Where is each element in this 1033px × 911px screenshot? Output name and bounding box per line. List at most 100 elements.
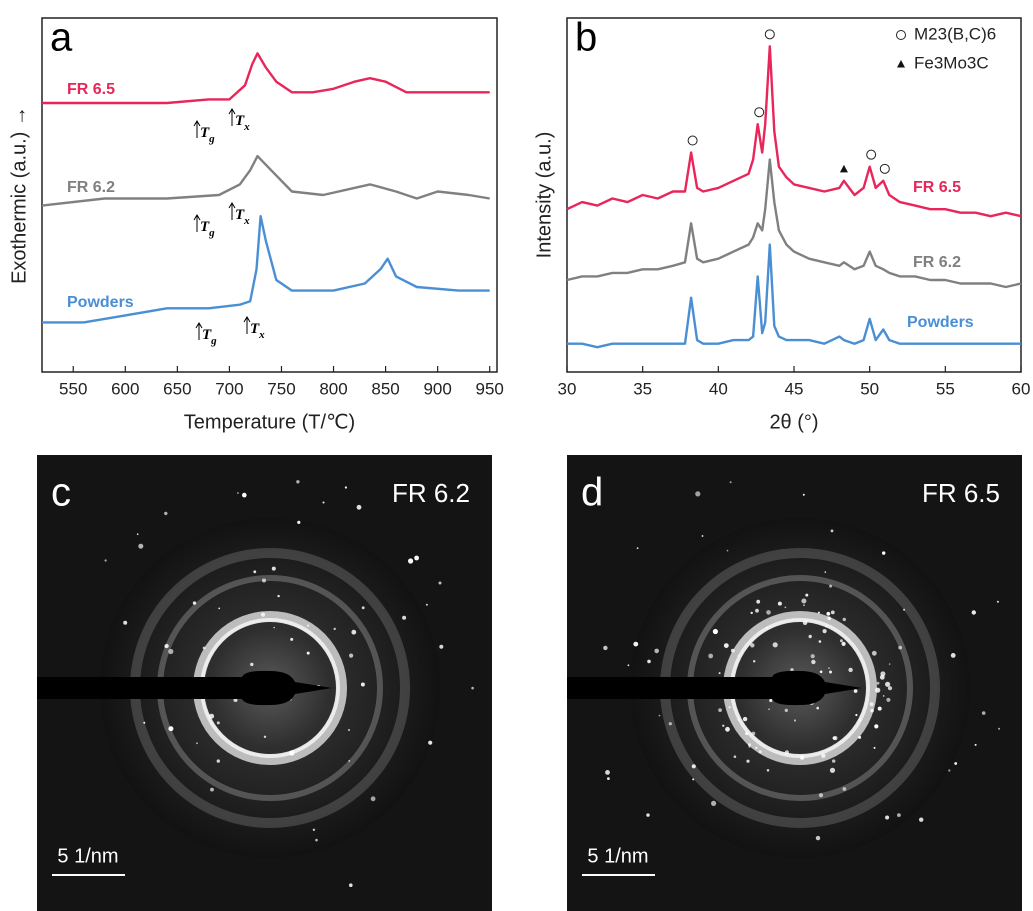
- diffraction-spot: [974, 743, 977, 746]
- x-tick-label: 40: [709, 379, 728, 398]
- y-axis-label: Intensity (a.u.): [533, 132, 555, 259]
- diffraction-spot: [306, 651, 310, 655]
- diffraction-spot: [748, 743, 751, 747]
- diffraction-spot: [828, 667, 830, 669]
- diffraction-spot: [202, 646, 206, 650]
- annotation-arrowhead: [193, 120, 201, 127]
- diffraction-spot: [833, 736, 838, 741]
- diffraction-spot: [725, 726, 730, 732]
- diffraction-spot: [425, 603, 428, 606]
- diffraction-spot: [250, 662, 254, 667]
- annotation-symbol: T: [202, 327, 212, 343]
- diffraction-spot: [322, 501, 325, 504]
- diffraction-spot: [768, 708, 770, 710]
- diffraction-spot: [349, 653, 354, 658]
- diffraction-spot: [777, 601, 782, 606]
- diffraction-spot: [753, 660, 756, 663]
- series-label: FR 6.5: [913, 179, 961, 196]
- diffraction-spot: [954, 762, 958, 765]
- diffraction-spot: [633, 641, 639, 647]
- diffraction-spot: [723, 643, 729, 648]
- diffraction-spot: [998, 727, 1001, 730]
- diffraction-spot: [803, 604, 805, 606]
- annotation-sub: g: [208, 227, 215, 239]
- annotation-sub: x: [258, 329, 265, 341]
- diffraction-spot: [996, 600, 999, 603]
- x-tick-label: 550: [59, 379, 87, 398]
- diffraction-spot: [848, 667, 853, 673]
- diffraction-spot: [695, 491, 701, 497]
- diffraction-spot: [839, 639, 843, 643]
- data-line: [42, 215, 490, 324]
- legend-label: M23(B,C)6: [914, 24, 996, 43]
- data-line: [567, 243, 1021, 349]
- panel-label: a: [50, 16, 73, 60]
- diffraction-spot: [104, 559, 107, 562]
- diffraction-spot: [885, 815, 890, 820]
- diffraction-spot: [668, 722, 672, 726]
- diffraction-spot: [347, 728, 351, 732]
- panel-label: b: [575, 16, 597, 60]
- diffraction-spot: [297, 520, 301, 525]
- peak-marker: [687, 135, 698, 146]
- diffraction-spot: [210, 787, 214, 792]
- diffraction-spot: [830, 610, 835, 615]
- x-tick-label: 35: [633, 379, 652, 398]
- annotation-arrowhead: [228, 108, 236, 115]
- diffraction-spot: [691, 764, 696, 769]
- diffraction-spot: [784, 606, 787, 609]
- diffraction-spot: [817, 611, 820, 614]
- diffraction-spot: [718, 672, 721, 675]
- x-axis-label: Temperature (T/℃): [184, 411, 355, 433]
- annotation-sub: x: [243, 215, 250, 227]
- diffraction-spot: [888, 663, 891, 665]
- peak-marker: [866, 149, 877, 160]
- annotation: Tx: [235, 113, 250, 132]
- diffraction-spot: [765, 626, 768, 629]
- diffraction-spot: [830, 529, 834, 533]
- peak-marker: [839, 164, 848, 173]
- diffraction-spot: [755, 608, 759, 613]
- diffraction-spot: [123, 620, 128, 625]
- diffraction-spot: [769, 698, 773, 703]
- diffraction-spot: [262, 578, 266, 583]
- annotation-arrowhead: [193, 214, 201, 221]
- diffraction-spot: [438, 581, 442, 585]
- diffraction-spot: [874, 724, 879, 729]
- diffraction-spot: [408, 558, 414, 564]
- diffraction-spot: [811, 659, 816, 665]
- series-label: FR 6.2: [913, 254, 961, 271]
- x-tick-label: 30: [558, 379, 577, 398]
- diffraction-spot: [711, 800, 717, 807]
- diffraction-spot: [654, 648, 659, 654]
- diffraction-spot: [253, 570, 257, 574]
- diffraction-spot: [784, 708, 788, 713]
- legend-label: Fe3Mo3C: [914, 53, 989, 72]
- diffraction-spot: [750, 643, 755, 648]
- annotation: Tx: [250, 321, 265, 340]
- diffraction-spot: [790, 668, 794, 672]
- diffraction-spot: [829, 767, 836, 773]
- diffraction-spot: [196, 742, 198, 745]
- peak-marker: [764, 29, 775, 40]
- plot-frame: [41, 17, 498, 373]
- diffraction-spot: [333, 627, 336, 631]
- diffraction-spot: [816, 706, 819, 710]
- diffraction-spot: [821, 753, 826, 758]
- data-line: [41, 154, 490, 207]
- diffraction-spot: [825, 625, 828, 628]
- diffraction-spot: [919, 817, 924, 822]
- diffraction-spot: [784, 750, 790, 755]
- diffraction-spot: [726, 549, 729, 552]
- diffraction-spot: [948, 769, 951, 772]
- diffraction-spot: [428, 740, 433, 745]
- diffraction-spot: [607, 777, 610, 780]
- x-axis-label: 2θ (°): [769, 411, 818, 433]
- diffraction-spot: [603, 645, 608, 651]
- x-tick-label: 600: [111, 379, 139, 398]
- series-label: FR 6.2: [67, 179, 115, 196]
- diffraction-spot: [841, 641, 846, 647]
- x-tick-label: 850: [371, 379, 399, 398]
- diffraction-spot: [801, 598, 807, 604]
